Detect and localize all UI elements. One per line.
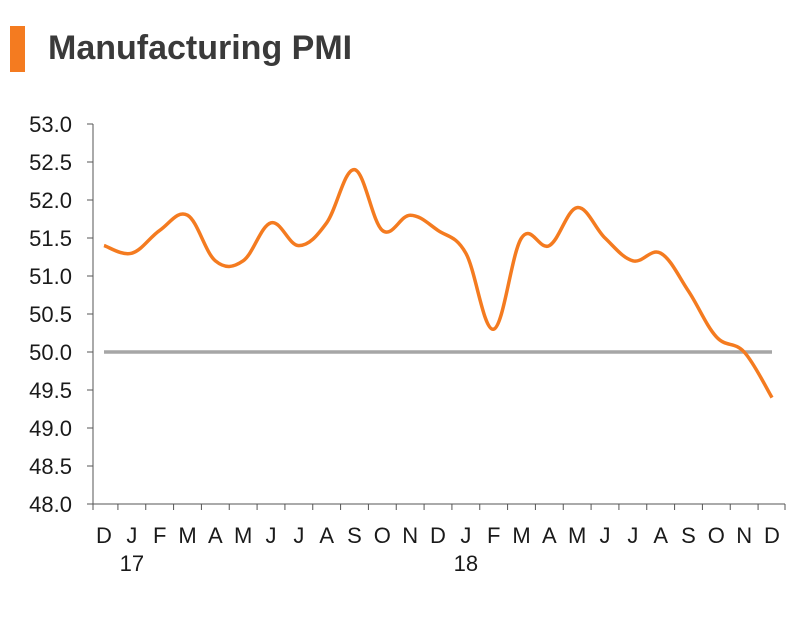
x-tick-label: M bbox=[568, 523, 586, 548]
x-tick-label: J bbox=[293, 523, 304, 548]
x-tick-label: O bbox=[374, 523, 391, 548]
y-tick-label: 48.0 bbox=[29, 492, 72, 517]
x-tick-label: A bbox=[319, 523, 334, 548]
y-tick-label: 50.5 bbox=[29, 302, 72, 327]
x-tick-label: F bbox=[153, 523, 166, 548]
data-point bbox=[213, 259, 217, 263]
x-tick-label: D bbox=[96, 523, 112, 548]
x-year-label: 18 bbox=[454, 551, 478, 576]
x-tick-label: J bbox=[627, 523, 638, 548]
series-group bbox=[102, 167, 774, 400]
x-tick-label: D bbox=[430, 523, 446, 548]
data-point bbox=[659, 251, 663, 255]
x-tick-label: J bbox=[126, 523, 137, 548]
y-tick-label: 51.0 bbox=[29, 264, 72, 289]
x-tick-label: A bbox=[653, 523, 668, 548]
y-tick-label: 51.5 bbox=[29, 226, 72, 251]
x-tick-label: O bbox=[708, 523, 725, 548]
data-point bbox=[130, 251, 134, 255]
data-point bbox=[770, 396, 774, 400]
chart-title: Manufacturing PMI bbox=[48, 29, 353, 67]
data-point bbox=[241, 259, 245, 263]
y-tick-label: 49.5 bbox=[29, 378, 72, 403]
y-tick-label: 52.5 bbox=[29, 150, 72, 175]
x-year-label: 17 bbox=[120, 551, 144, 576]
y-tick-label: 49.0 bbox=[29, 416, 72, 441]
data-point bbox=[520, 236, 524, 240]
data-point bbox=[436, 228, 440, 232]
data-point bbox=[353, 168, 357, 172]
x-tick-label: N bbox=[736, 523, 752, 548]
x-tick-label: S bbox=[681, 523, 696, 548]
data-point bbox=[297, 244, 301, 248]
x-tick-label: M bbox=[178, 523, 196, 548]
data-point bbox=[687, 289, 691, 293]
data-point bbox=[547, 244, 551, 248]
x-tick-label: J bbox=[460, 523, 471, 548]
data-point bbox=[158, 228, 162, 232]
y-tick-label: 52.0 bbox=[29, 188, 72, 213]
x-tick-label: S bbox=[347, 523, 362, 548]
y-tick-label: 53.0 bbox=[29, 112, 72, 137]
x-tick-label: M bbox=[234, 523, 252, 548]
data-point bbox=[575, 206, 579, 210]
data-point bbox=[102, 244, 106, 248]
data-point bbox=[269, 221, 273, 225]
title-accent-bar bbox=[10, 26, 25, 72]
data-point bbox=[186, 213, 190, 217]
data-point bbox=[408, 213, 412, 217]
data-point bbox=[603, 236, 607, 240]
y-axis: 53.0 52.5 52.0 51.5 51.0 50.5 50.0 49.5 49.0 48.5… bbox=[29, 112, 94, 517]
x-tick-label: A bbox=[208, 523, 223, 548]
series-line-pmi bbox=[103, 167, 774, 399]
data-point bbox=[325, 221, 329, 225]
data-point bbox=[631, 259, 635, 263]
data-point bbox=[380, 228, 384, 232]
x-tick-label: M bbox=[512, 523, 530, 548]
data-point bbox=[714, 335, 718, 339]
x-tick-label: N bbox=[402, 523, 418, 548]
x-tick-label: J bbox=[266, 523, 277, 548]
data-point bbox=[492, 327, 496, 331]
x-tick-label: F bbox=[487, 523, 500, 548]
data-point bbox=[742, 350, 746, 354]
y-tick-label: 50.0 bbox=[29, 340, 72, 365]
data-point bbox=[464, 251, 468, 255]
x-tick-label: J bbox=[600, 523, 611, 548]
y-tick-label: 48.5 bbox=[29, 454, 72, 479]
x-tick-label: D bbox=[764, 523, 780, 548]
x-axis: D J F M A M J J A S O N D J F M A M J J A S O N D17 18 bbox=[92, 503, 786, 576]
x-tick-label: A bbox=[542, 523, 557, 548]
